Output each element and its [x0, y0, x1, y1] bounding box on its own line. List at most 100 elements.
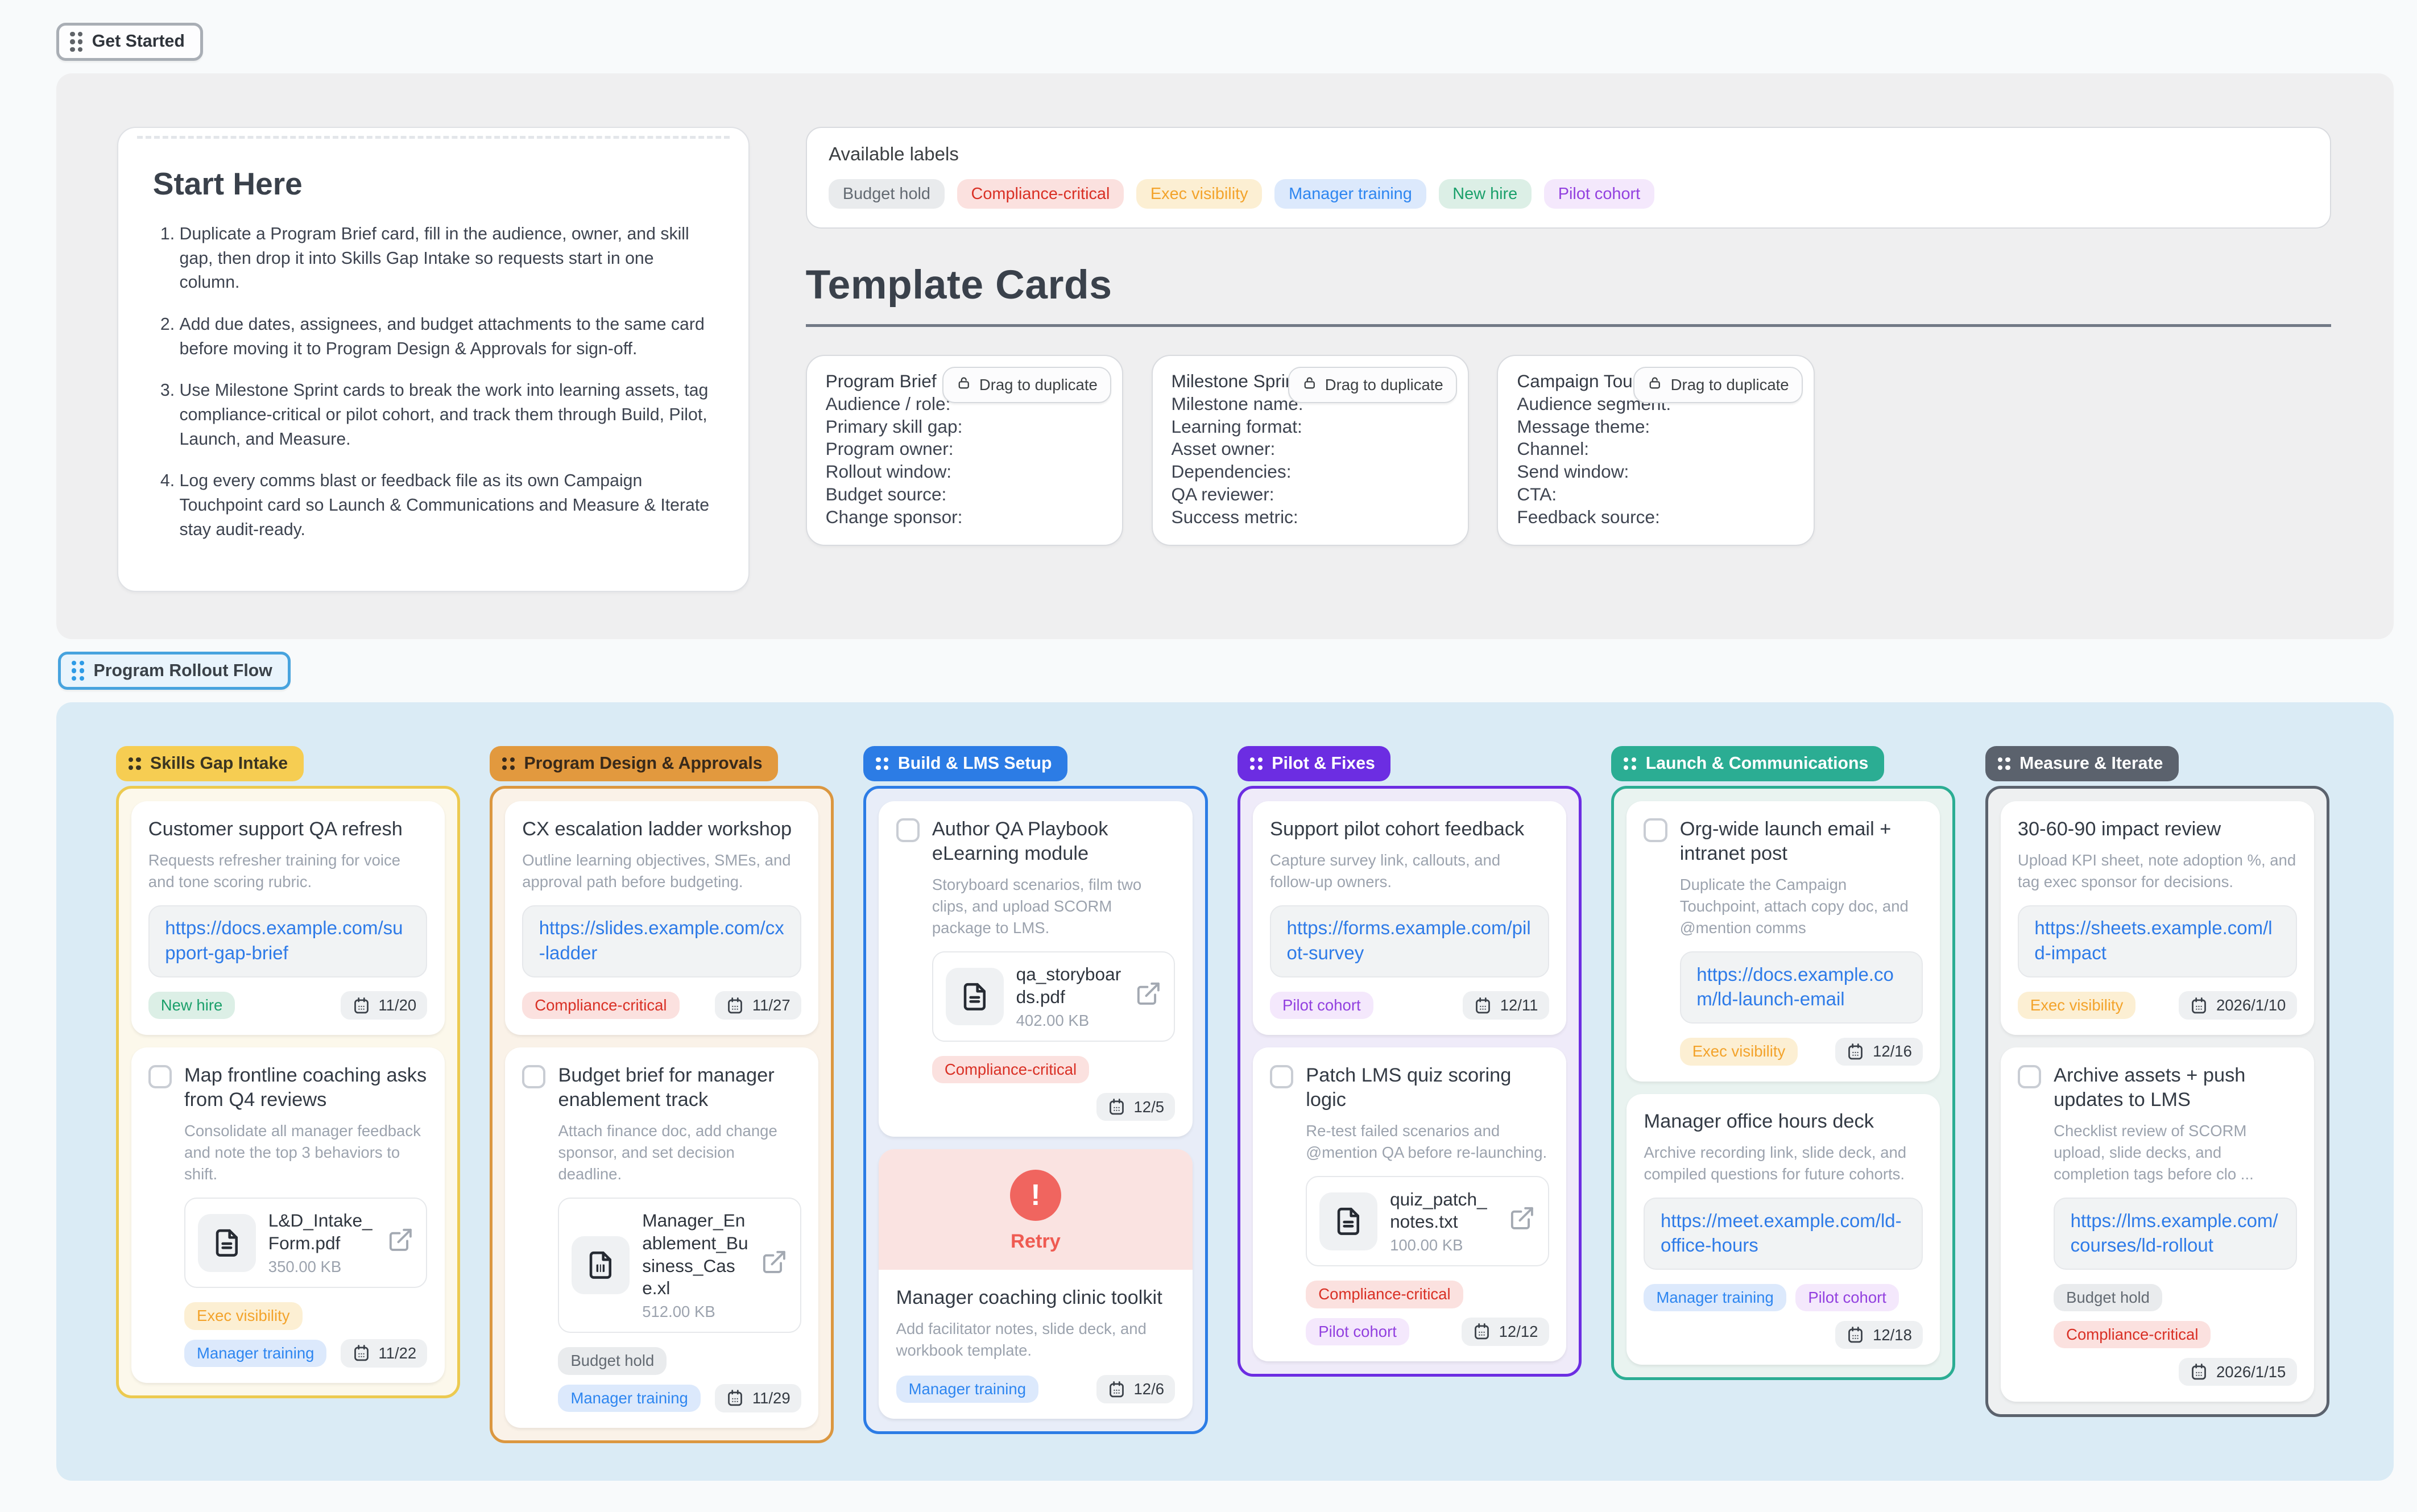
card-row: Budget brief for manager enablement trac… — [522, 1063, 801, 1412]
drag-handle-icon — [876, 757, 889, 771]
attachment-size: 100.00 KB — [1390, 1236, 1463, 1254]
board-column: Pilot & Fixes Support pilot cohort feedba… — [1237, 746, 1582, 1377]
calendar-icon — [1474, 996, 1492, 1015]
due-date: 12/16 — [1873, 1042, 1912, 1061]
due-date-pill[interactable]: 11/27 — [714, 991, 801, 1020]
column-header[interactable]: Launch & Communications — [1611, 746, 1884, 781]
kanban-card[interactable]: ! Retry Manager coaching clinic toolkit Add… — [879, 1149, 1193, 1419]
label-chip: Budget hold — [2054, 1283, 2162, 1312]
calendar-icon — [1107, 1380, 1126, 1399]
drag-to-duplicate-button[interactable]: Drag to duplicate — [942, 367, 1111, 403]
attachment-size: 350.00 KB — [268, 1258, 342, 1276]
card-content: CX escalation ladder workshop Outline lea… — [522, 817, 801, 1020]
kanban-card[interactable]: CX escalation ladder workshop Outline lea… — [504, 801, 819, 1035]
kanban-card[interactable]: Author QA Playbook eLearning module Story… — [879, 801, 1193, 1137]
card-checkbox[interactable] — [1270, 1064, 1294, 1088]
card-row: Manager coaching clinic toolkit Add facil… — [896, 1286, 1176, 1403]
open-external-icon[interactable] — [1509, 1205, 1536, 1238]
program-rollout-flow-button[interactable]: Program Rollout Flow — [57, 651, 291, 690]
card-checkbox[interactable] — [1644, 818, 1667, 842]
drag-to-duplicate-button[interactable]: Drag to duplicate — [1633, 367, 1803, 403]
error-icon[interactable]: ! — [1009, 1169, 1062, 1221]
card-main: Patch LMS quiz scoring logic Re-test fail… — [1306, 1063, 1549, 1346]
template-card-title: Milestone Sprint — [1171, 370, 1301, 391]
due-date-pill[interactable]: 2026/1/10 — [2178, 991, 2297, 1020]
board-column: Program Design & Approvals CX escalation … — [489, 746, 834, 1444]
template-field: Primary skill gap: — [825, 416, 963, 437]
attachment[interactable]: Manager_Enablement_Business_Case.xl 512.0… — [558, 1198, 801, 1333]
template-field: Rollout window: — [825, 461, 952, 482]
open-external-icon[interactable] — [761, 1249, 788, 1282]
due-date-pill[interactable]: 12/16 — [1835, 1037, 1923, 1066]
template-card[interactable]: Milestone Sprint Drag to duplicate Milesto… — [1151, 355, 1469, 546]
card-title: Manager office hours deck — [1644, 1111, 1874, 1133]
card-checkbox[interactable] — [896, 818, 920, 842]
due-date-pill[interactable]: 12/11 — [1462, 991, 1549, 1020]
kanban-card[interactable]: Org-wide launch email + intranet post Dup… — [1626, 801, 1940, 1082]
retry-button[interactable]: Retry — [1011, 1230, 1061, 1252]
card-link[interactable]: https://docs.example.com/ld-launch-email — [1679, 951, 1923, 1024]
column-header[interactable]: Pilot & Fixes — [1237, 746, 1391, 781]
label-chip: Pilot cohort — [1270, 991, 1373, 1020]
card-main: Archive assets + push updates to LMS Chec… — [2054, 1063, 2297, 1386]
drag-to-duplicate-button[interactable]: Drag to duplicate — [1288, 367, 1457, 403]
template-field: Success metric: — [1171, 507, 1298, 528]
card-content: Author QA Playbook eLearning module Story… — [896, 817, 1176, 1121]
card-link[interactable]: https://lms.example.com/courses/ld-rollo… — [2054, 1198, 2297, 1270]
card-link[interactable]: https://meet.example.com/ld-office-hours — [1644, 1198, 1923, 1270]
label-chip: Manager training — [184, 1339, 327, 1368]
get-started-label: Get Started — [92, 32, 185, 51]
attachment-meta: quiz_patch_notes.txt 100.00 KB — [1390, 1188, 1496, 1255]
column-header[interactable]: Build & LMS Setup — [863, 746, 1067, 781]
due-date-pill[interactable]: 2026/1/15 — [2178, 1357, 2297, 1386]
available-labels-row: Budget hold Compliance-critical Exec visib… — [829, 179, 2308, 209]
card-link[interactable]: https://docs.example.com/support-gap-bri… — [148, 905, 428, 977]
card-link[interactable]: https://slides.example.com/cx-ladder — [522, 905, 801, 977]
open-external-icon[interactable] — [387, 1227, 414, 1260]
card-main: Budget brief for manager enablement trac… — [558, 1063, 801, 1412]
due-date-pill[interactable]: 11/29 — [714, 1384, 801, 1412]
perforation-divider — [137, 135, 730, 139]
kanban-card[interactable]: Customer support QA refresh Requests refr… — [131, 801, 445, 1035]
column-header[interactable]: Measure & Iterate — [1985, 746, 2179, 781]
label-chip: Exec visibility — [184, 1302, 303, 1330]
card-meta-row: Manager training 12/6 — [896, 1375, 1176, 1403]
kanban-card[interactable]: Budget brief for manager enablement trac… — [504, 1047, 819, 1428]
template-card[interactable]: Campaign TouchpointDrag to duplicateAudi… — [1497, 355, 1815, 546]
due-date-pill[interactable]: 12/5 — [1096, 1092, 1176, 1121]
kanban-card[interactable]: 30-60-90 impact review Upload KPI sheet, … — [2000, 801, 2314, 1035]
card-checkbox[interactable] — [2017, 1064, 2042, 1088]
get-started-button[interactable]: Get Started — [56, 22, 204, 61]
card-content: Map frontline coaching asks from Q4 revi… — [148, 1063, 428, 1368]
template-card[interactable]: Program Brief Drag to duplicate Audience /… — [805, 355, 1124, 546]
card-checkbox[interactable] — [148, 1064, 172, 1088]
kanban-card[interactable]: Archive assets + push updates to LMS Chec… — [2000, 1047, 2314, 1402]
card-checkbox[interactable] — [522, 1064, 546, 1088]
label-chip: New hire — [1438, 179, 1532, 209]
column-header[interactable]: Program Design & Approvals — [489, 746, 779, 781]
kanban-card[interactable]: Map frontline coaching asks from Q4 revi… — [131, 1047, 445, 1383]
due-date-pill[interactable]: 12/18 — [1835, 1320, 1923, 1349]
kanban-card[interactable]: Support pilot cohort feedback Capture sur… — [1252, 801, 1566, 1035]
program-rollout-flow-label: Program Rollout Flow — [93, 661, 272, 680]
due-date-pill[interactable]: 12/12 — [1461, 1318, 1549, 1346]
due-date-pill[interactable]: 11/22 — [341, 1339, 428, 1368]
label-chip: Budget hold — [558, 1347, 667, 1375]
card-row: CX escalation ladder workshop Outline lea… — [522, 817, 801, 1020]
card-title: Author QA Playbook eLearning module — [932, 818, 1108, 865]
template-field: Message theme: — [1517, 416, 1650, 437]
due-date-pill[interactable]: 11/20 — [341, 991, 428, 1020]
kanban-card[interactable]: Patch LMS quiz scoring logic Re-test fail… — [1252, 1047, 1566, 1362]
attachment[interactable]: qa_storyboards.pdf 402.00 KB — [932, 951, 1176, 1042]
card-content: Org-wide launch email + intranet post Dup… — [1644, 817, 1923, 1066]
column-header[interactable]: Skills Gap Intake — [115, 746, 304, 781]
due-date: 12/5 — [1133, 1097, 1165, 1116]
due-date-pill[interactable]: 12/6 — [1096, 1375, 1176, 1403]
card-link[interactable]: https://forms.example.com/pilot-survey — [1270, 905, 1549, 977]
attachment[interactable]: L&D_Intake_Form.pdf 350.00 KB — [184, 1198, 428, 1289]
kanban-card[interactable]: Manager office hours deck Archive recordi… — [1626, 1093, 1940, 1365]
due-date: 12/11 — [1500, 996, 1538, 1014]
open-external-icon[interactable] — [1135, 980, 1162, 1013]
card-link[interactable]: https://sheets.example.com/ld-impact — [2017, 905, 2297, 977]
attachment[interactable]: quiz_patch_notes.txt 100.00 KB — [1306, 1176, 1549, 1267]
